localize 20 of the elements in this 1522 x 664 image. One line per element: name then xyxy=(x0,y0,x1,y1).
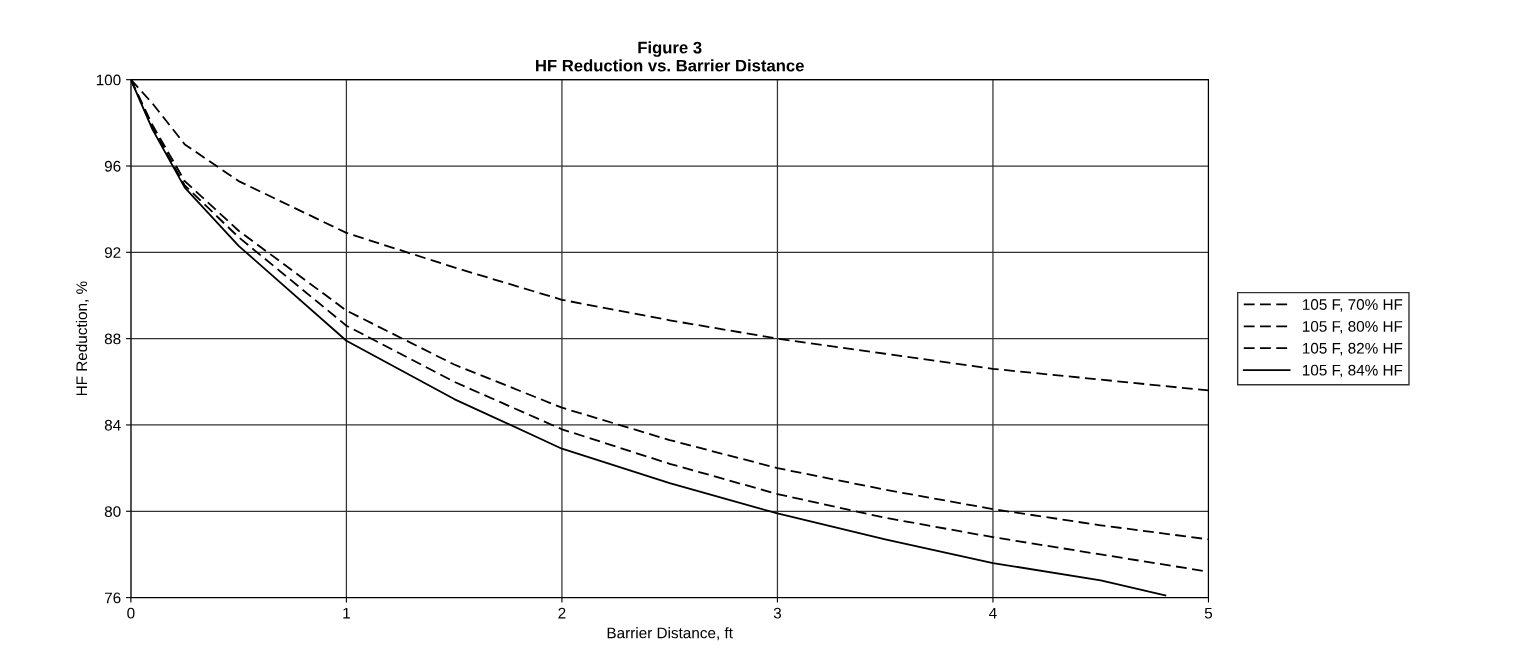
y-tick-label: 88 xyxy=(104,333,121,345)
legend-label: 105 F, 82% HF xyxy=(1302,342,1403,356)
x-tick-label: 0 xyxy=(127,607,135,619)
legend-label: 105 F, 84% HF xyxy=(1302,364,1403,378)
chart-title: Figure 3 HF Reduction vs. Barrier Distance xyxy=(536,41,804,72)
y-tick-label: 100 xyxy=(96,74,121,86)
legend-label: 105 F, 80% HF xyxy=(1302,320,1403,334)
x-tick-label: 2 xyxy=(558,607,566,619)
legend-label: 105 F, 70% HF xyxy=(1302,299,1403,312)
y-tick-label: 80 xyxy=(104,506,121,517)
x-tick-label: 4 xyxy=(989,607,997,619)
x-tick-label: 3 xyxy=(773,607,782,619)
y-axis-title: HF Reduction, % xyxy=(75,281,89,396)
y-tick-label: 92 xyxy=(104,247,121,259)
x-tick-label: 5 xyxy=(1204,607,1213,619)
y-tick-label: 96 xyxy=(104,160,121,172)
y-tick-label: 76 xyxy=(104,592,121,604)
y-tick-label: 84 xyxy=(104,419,121,431)
x-axis-title: Barrier Distance, ft xyxy=(607,627,733,641)
x-tick-label: 1 xyxy=(343,607,350,619)
